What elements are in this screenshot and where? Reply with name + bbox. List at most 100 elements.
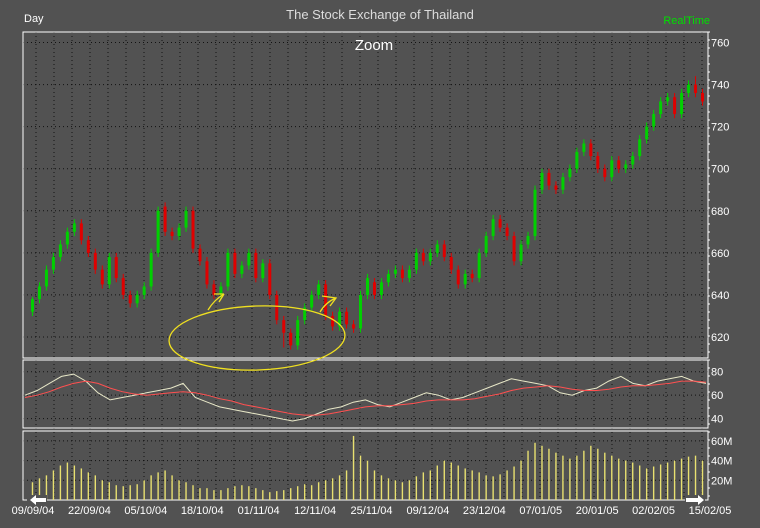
candle [428, 248, 432, 266]
candle-body [617, 160, 621, 169]
candle [379, 278, 383, 300]
candle [547, 168, 551, 190]
candle [442, 240, 446, 262]
annotation-arrow-right [319, 295, 338, 313]
candle [170, 227, 174, 241]
candle [135, 290, 139, 308]
price-tick-label: 740 [711, 80, 729, 92]
candle [254, 248, 258, 283]
candle [44, 265, 48, 291]
candle [163, 202, 167, 237]
oscillator-slow-line [24, 380, 707, 416]
candle [582, 139, 586, 157]
candle [352, 320, 356, 333]
chart-title: The Stock Exchange of Thailand [286, 7, 474, 22]
candle [603, 164, 607, 182]
axes: 620 640 660 680 700 720 740 760 40 60 80 20M 40M 60M 0… [12, 31, 732, 517]
candle [72, 219, 76, 237]
candle-body [519, 244, 523, 262]
candle [324, 280, 328, 321]
candle [317, 280, 321, 300]
price-tick-label: 760 [711, 38, 729, 50]
candle [86, 236, 90, 258]
candle-body [596, 156, 600, 169]
candle-body [191, 210, 195, 249]
price-tick-label: 700 [711, 164, 729, 176]
candle-body [491, 219, 495, 237]
candle-body [37, 286, 41, 300]
date-tick-label: 09/09/04 [12, 505, 55, 517]
candle [240, 261, 244, 279]
candle [505, 223, 509, 241]
candle-body [540, 172, 544, 190]
candle-body [477, 252, 481, 279]
candle-body [303, 307, 307, 321]
candle-body [379, 282, 383, 295]
price-tick-label: 660 [711, 248, 729, 260]
candle-body [470, 273, 474, 279]
candle-body [694, 84, 698, 93]
arrow-right-icon [686, 495, 704, 505]
panel-frame [22, 430, 709, 501]
candle-body [170, 231, 174, 237]
candle-body [645, 126, 649, 140]
candle-body [428, 252, 432, 262]
candle [533, 185, 537, 241]
candle [310, 290, 314, 312]
candle [386, 269, 390, 287]
candle [491, 214, 495, 241]
candle [156, 206, 160, 258]
candle-body [345, 311, 349, 325]
scroll-left-button[interactable] [27, 495, 47, 505]
candle [484, 231, 488, 258]
candle-body [687, 84, 691, 93]
candle-body [93, 252, 97, 270]
candle [303, 303, 307, 325]
candle-body [289, 332, 293, 346]
candle [519, 240, 523, 266]
candle-body [352, 324, 356, 329]
oscillator-tick-label: 40 [711, 414, 723, 426]
candle-body [582, 143, 586, 152]
candle-body [156, 210, 160, 253]
candle-body [659, 101, 663, 115]
candle [561, 172, 565, 194]
candle-body [666, 97, 670, 102]
candle [268, 259, 272, 300]
candle [121, 273, 125, 300]
candle-body [212, 284, 216, 295]
candle-body [386, 273, 390, 283]
candle [673, 92, 677, 119]
candle [275, 290, 279, 325]
candle [289, 328, 293, 350]
candle-body [547, 172, 551, 186]
candle-body [359, 294, 363, 329]
scroll-right-button[interactable] [685, 495, 705, 505]
candle-body [526, 236, 530, 245]
candle [435, 240, 439, 258]
candle [624, 160, 628, 173]
candle-body [268, 263, 272, 295]
date-tick-label: 09/12/04 [407, 505, 450, 517]
annotation-ellipse [168, 305, 346, 371]
volume-tick-label: 20M [711, 475, 732, 487]
candle-body [72, 223, 76, 232]
candle [631, 151, 635, 169]
candle [205, 257, 209, 289]
candle-body [324, 284, 328, 316]
candle-body [240, 265, 244, 274]
candle-body [177, 227, 181, 237]
candle [233, 248, 237, 279]
candle-body [296, 320, 300, 346]
candle [372, 278, 376, 300]
candle [282, 315, 286, 348]
candle-body [414, 252, 418, 270]
volume-tick-label: 40M [711, 456, 732, 468]
candle-body [205, 261, 209, 285]
date-tick-label: 23/12/04 [463, 505, 506, 517]
candle [107, 252, 111, 289]
oscillator-tick-label: 60 [711, 390, 723, 402]
candle-body [79, 223, 83, 241]
candle-body [107, 257, 111, 285]
